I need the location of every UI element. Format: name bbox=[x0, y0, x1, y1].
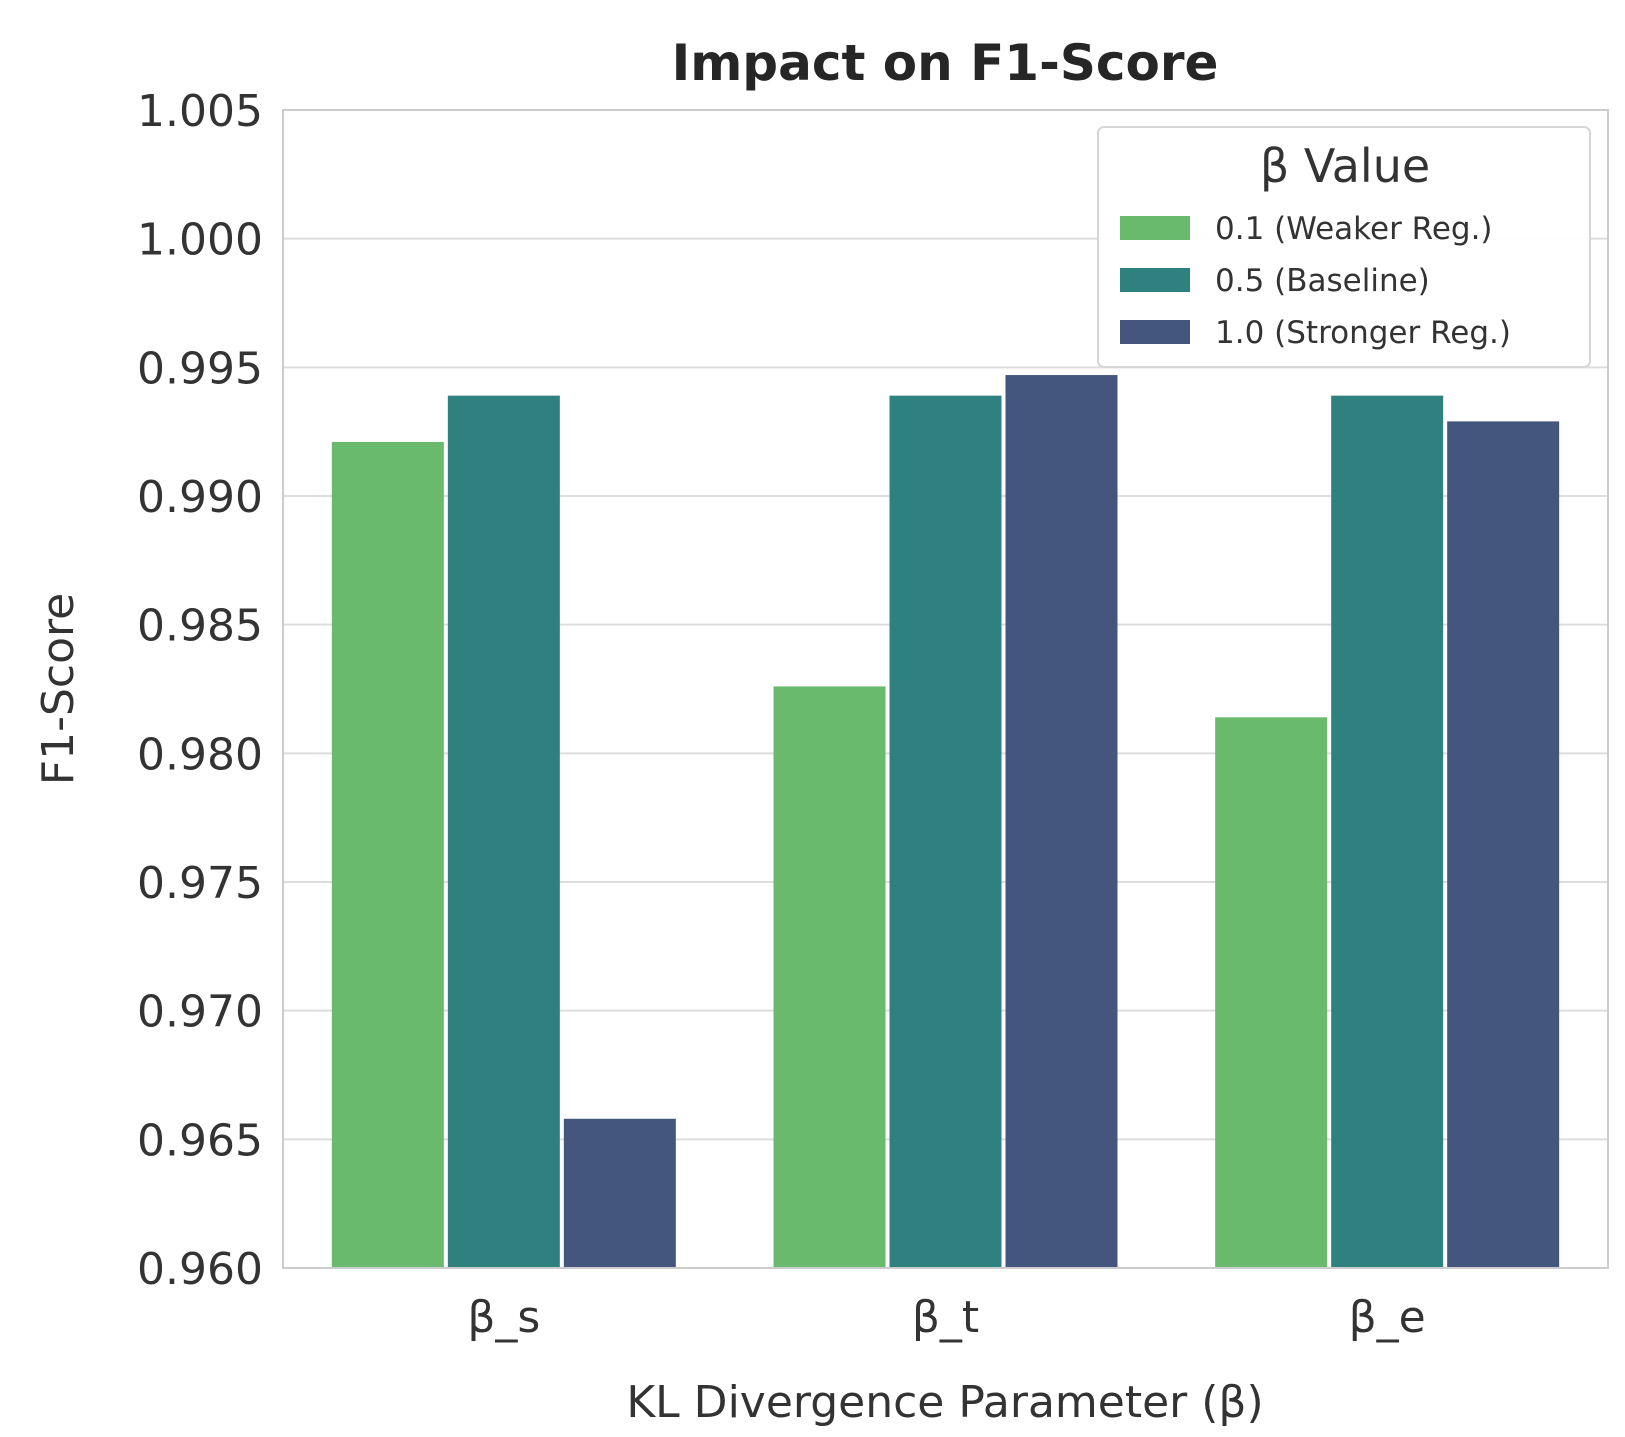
y-tick-label: 0.965 bbox=[137, 1115, 263, 1166]
y-axis-title: F1-Score bbox=[33, 593, 84, 785]
legend-swatch bbox=[1120, 268, 1190, 292]
bar-baseline-3 bbox=[1331, 395, 1444, 1268]
y-tick-labels: 0.960 0.965 0.970 0.975 0.980 0.985 0.990 0.995… bbox=[137, 86, 263, 1295]
y-tick-label: 0.960 bbox=[137, 1244, 263, 1295]
y-tick-label: 0.990 bbox=[137, 472, 263, 523]
legend-swatch bbox=[1120, 320, 1190, 344]
x-tick-label: β_t bbox=[912, 1292, 979, 1343]
bar-baseline-2 bbox=[889, 395, 1002, 1268]
y-tick-label: 0.995 bbox=[137, 343, 263, 394]
x-axis-title: KL Divergence Parameter (β) bbox=[626, 1377, 1263, 1428]
legend-label: 0.5 (Baseline) bbox=[1215, 263, 1430, 299]
bar-strong-3 bbox=[1447, 421, 1560, 1269]
x-tick-labels: β_s β_t β_e bbox=[467, 1292, 1425, 1343]
legend-swatch bbox=[1120, 216, 1190, 240]
bars bbox=[331, 375, 1560, 1269]
bar-strong-1 bbox=[563, 1118, 676, 1268]
bar-baseline-1 bbox=[447, 395, 560, 1268]
y-tick-label: 0.970 bbox=[137, 987, 263, 1038]
bar-weak-3 bbox=[1215, 717, 1328, 1268]
legend-label: 0.1 (Weaker Reg.) bbox=[1215, 211, 1493, 247]
y-tick-label: 0.980 bbox=[137, 729, 263, 780]
y-tick-label: 0.985 bbox=[137, 601, 263, 652]
y-tick-label: 1.000 bbox=[137, 215, 263, 266]
legend-items: 0.1 (Weaker Reg.) 0.5 (Baseline) 1.0 (Stro… bbox=[1120, 211, 1511, 351]
y-tick-label: 0.975 bbox=[137, 858, 263, 909]
legend-frame bbox=[1097, 126, 1591, 368]
legend: β Value 0.1 (Weaker Reg.) 0.5 (Baseline) 1… bbox=[1097, 126, 1591, 368]
x-tick-label: β_s bbox=[467, 1292, 540, 1343]
bar-strong-2 bbox=[1005, 375, 1118, 1268]
legend-title: β Value bbox=[1260, 139, 1430, 193]
chart-title: Impact on F1-Score bbox=[672, 34, 1219, 92]
bar-weak-2 bbox=[773, 686, 886, 1268]
x-tick-label: β_e bbox=[1349, 1292, 1426, 1343]
plot-frame bbox=[282, 109, 1609, 1269]
y-tick-label: 1.005 bbox=[137, 86, 263, 137]
legend-label: 1.0 (Stronger Reg.) bbox=[1215, 315, 1511, 351]
bar-weak-1 bbox=[331, 441, 444, 1269]
